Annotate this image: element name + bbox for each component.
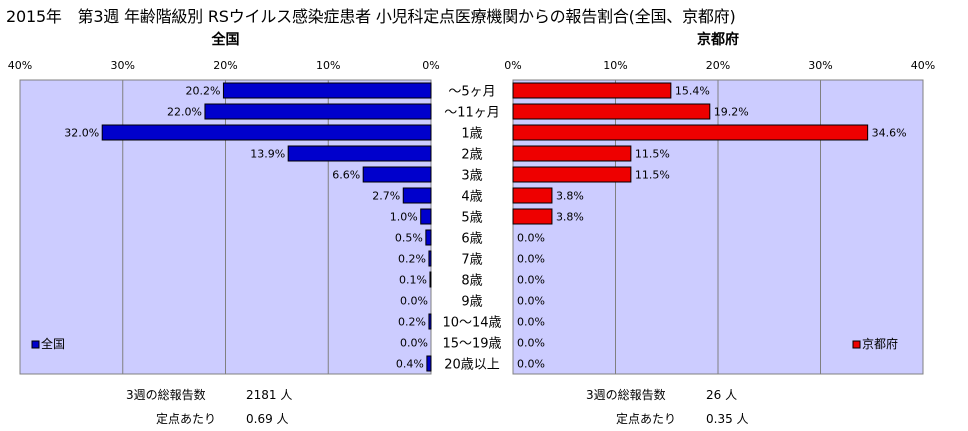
- national-bar: [101, 124, 432, 141]
- kyoto-data-label: 0.0%: [517, 232, 545, 245]
- category-label: 1歳: [461, 127, 482, 142]
- category-label: 6歳: [461, 232, 482, 247]
- category-label: 8歳: [461, 274, 482, 289]
- kyoto-total-value: 26 人: [706, 388, 738, 402]
- category-label: 9歳: [461, 295, 482, 310]
- kyoto-tick-label: 10%: [603, 59, 627, 72]
- kyoto-data-label: 0.0%: [517, 274, 545, 287]
- national-legend-label: 全国: [41, 336, 65, 351]
- kyoto-legend-swatch: [852, 340, 861, 349]
- national-data-label: 6.6%: [332, 169, 360, 182]
- kyoto-data-label: 11.5%: [635, 148, 670, 161]
- kyoto-data-label: 3.8%: [556, 211, 584, 224]
- kyoto-data-label: 11.5%: [635, 169, 670, 182]
- kyoto-per-label: 定点あたり: [616, 412, 677, 426]
- national-data-label: 22.0%: [167, 106, 202, 119]
- national-data-label: 32.0%: [64, 127, 99, 140]
- kyoto-per-value: 0.35 人: [706, 412, 749, 426]
- national-bar: [204, 103, 432, 120]
- kyoto-tick-label: 40%: [911, 59, 935, 72]
- national-data-label: 0.2%: [398, 316, 426, 329]
- category-label: ～11ヶ月: [444, 106, 500, 121]
- national-data-label: 2.7%: [372, 190, 400, 203]
- kyoto-data-label: 3.8%: [556, 190, 584, 203]
- national-bar: [426, 355, 432, 372]
- kyoto-tick-label: 30%: [808, 59, 832, 72]
- category-label: 3歳: [461, 169, 482, 184]
- national-data-label: 1.0%: [390, 211, 418, 224]
- kyoto-data-label: 19.2%: [714, 106, 749, 119]
- kyoto-bar: [512, 124, 869, 141]
- kyoto-data-label: 0.0%: [517, 316, 545, 329]
- national-tick-label: 0%: [422, 59, 439, 72]
- kyoto-data-label: 0.0%: [517, 358, 545, 371]
- category-label: 2歳: [461, 148, 482, 163]
- kyoto-data-label: 0.0%: [517, 295, 545, 308]
- national-per-label: 定点あたり: [156, 412, 217, 426]
- national-tick-label: 20%: [213, 59, 237, 72]
- kyoto-bar: [512, 166, 632, 183]
- kyoto-total-label: 3週の総報告数: [586, 388, 666, 402]
- kyoto-data-label: 0.0%: [517, 337, 545, 350]
- national-per-value: 0.69 人: [246, 412, 289, 426]
- national-bar: [287, 145, 432, 162]
- kyoto-bar: [512, 82, 672, 99]
- national-bar: [425, 229, 432, 246]
- national-data-label: 0.0%: [400, 337, 428, 350]
- national-bar: [429, 271, 432, 288]
- kyoto-data-label: 34.6%: [872, 127, 907, 140]
- national-data-label: 0.1%: [399, 274, 427, 287]
- kyoto-tick-label: 0%: [504, 59, 521, 72]
- national-bar: [362, 166, 432, 183]
- national-data-label: 0.5%: [395, 232, 423, 245]
- chart-title: 2015年 第3週 年齢階級別 RSウイルス感染症患者 小児科定点医療機関からの…: [6, 7, 736, 26]
- national-data-label: 0.2%: [398, 253, 426, 266]
- national-total-label: 3週の総報告数: [126, 388, 206, 402]
- national-tick-label: 40%: [8, 59, 32, 72]
- kyoto-data-label: 15.4%: [675, 85, 710, 98]
- national-bar: [428, 313, 432, 330]
- kyoto-bar: [512, 187, 553, 204]
- category-label: 20歳以上: [444, 358, 500, 373]
- national-legend-swatch: [31, 340, 40, 349]
- category-label: 4歳: [461, 190, 482, 205]
- national-bar: [428, 250, 432, 267]
- kyoto-bar: [512, 103, 711, 120]
- national-bar: [420, 208, 432, 225]
- category-label: ～5ヶ月: [448, 85, 495, 100]
- kyoto-bar: [512, 145, 632, 162]
- national-tick-label: 10%: [316, 59, 340, 72]
- national-bar: [222, 82, 432, 99]
- kyoto-panel-title: 京都府: [697, 31, 739, 48]
- kyoto-tick-label: 20%: [706, 59, 730, 72]
- national-data-label: 13.9%: [250, 148, 285, 161]
- national-data-label: 20.2%: [185, 85, 220, 98]
- category-label: 15～19歳: [442, 337, 501, 352]
- national-data-label: 0.4%: [396, 358, 424, 371]
- national-bar: [402, 187, 432, 204]
- category-label: 7歳: [461, 253, 482, 268]
- national-total-value: 2181 人: [246, 388, 293, 402]
- national-tick-label: 30%: [111, 59, 135, 72]
- kyoto-bar: [512, 208, 553, 225]
- category-label: 5歳: [461, 211, 482, 226]
- kyoto-data-label: 0.0%: [517, 253, 545, 266]
- national-panel-title: 全国: [211, 31, 240, 48]
- national-data-label: 0.0%: [400, 295, 428, 308]
- category-label: 10～14歳: [442, 316, 501, 331]
- kyoto-legend-label: 京都府: [862, 336, 898, 351]
